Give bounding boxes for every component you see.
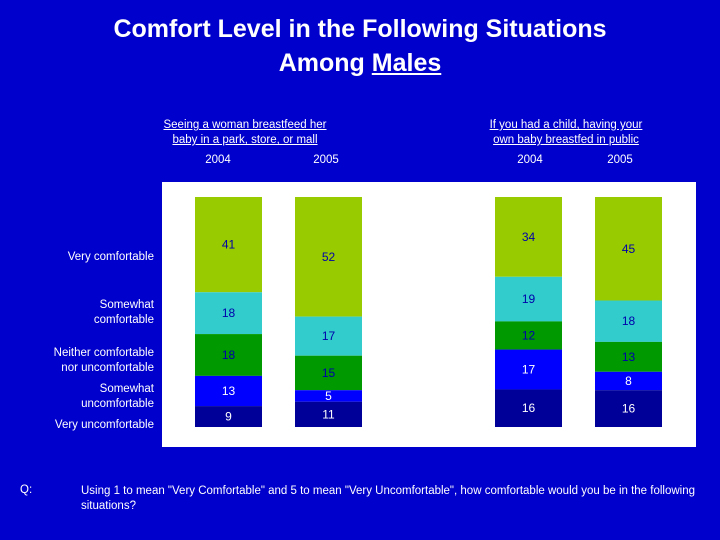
group-label-own-child: If you had a child, having your own baby… [466, 118, 666, 148]
bar-segment [595, 300, 662, 342]
legend-line: uncomfortable [81, 398, 154, 410]
stacked-bar-chart: 41 18 18 13 9 52 17 15 5 11 34 19 12 17 16 45 18 13 8 16 [195, 197, 662, 427]
legend-line: Very comfortable [67, 251, 154, 263]
legend-label-somewhat-comfortable: Somewhat comfortable [0, 298, 154, 328]
title-line-1: Comfort Level in the Following Situation… [113, 15, 607, 43]
bar-segment [595, 390, 662, 427]
bar-segment [595, 341, 662, 372]
data-label: 52 [322, 250, 336, 264]
data-label: 18 [622, 314, 636, 328]
group-label-public-places: Seeing a woman breastfeed her baby in a … [145, 118, 345, 148]
bar-segment [295, 390, 362, 402]
legend-label-very-comfortable: Very comfortable [0, 250, 154, 265]
data-label: 9 [225, 410, 232, 424]
chart-panel: 41 18 18 13 9 52 17 15 5 11 34 19 12 17 16 45 18 13 8 16 [162, 182, 696, 447]
legend-line: Somewhat [99, 299, 154, 311]
data-label: 18 [222, 306, 236, 320]
bar-segment [495, 349, 562, 390]
legend-line: Very uncomfortable [54, 419, 154, 431]
group-label-line-2: own baby breastfed in public [493, 134, 639, 146]
bar-segment [195, 406, 262, 427]
bar-segment [295, 197, 362, 317]
year-label: 2005 [313, 154, 339, 166]
bar-segment [295, 355, 362, 391]
title-line-2: Among Males [0, 46, 720, 80]
bar-segment [595, 371, 662, 391]
question-label: Q: [20, 484, 33, 496]
bar-segment [295, 401, 362, 427]
group-label-line-1: Seeing a woman breastfeed her [163, 119, 327, 131]
legend-line: nor uncomfortable [61, 362, 154, 374]
data-label: 17 [522, 363, 536, 377]
data-label: 5 [325, 389, 332, 403]
bar-segment [195, 197, 262, 293]
data-label: 13 [222, 384, 236, 398]
data-label: 16 [522, 401, 536, 415]
legend-line: Neither comfortable [53, 347, 154, 359]
data-label: 15 [322, 366, 336, 380]
bar-segment [595, 197, 662, 301]
data-label: 8 [625, 374, 632, 388]
bar-segment [295, 316, 362, 356]
bar-segment [495, 197, 562, 277]
data-label: 11 [322, 407, 335, 421]
question-text: Using 1 to mean "Very Comfortable" and 5… [81, 485, 696, 512]
bar-segment [195, 375, 262, 407]
legend-label-somewhat-uncomfortable: Somewhat uncomfortable [0, 382, 154, 412]
data-label: 12 [522, 328, 536, 342]
bar-segment [495, 389, 562, 427]
data-label: 19 [522, 292, 536, 306]
data-label: 45 [622, 242, 636, 256]
data-label: 18 [222, 348, 236, 362]
page-title: Comfort Level in the Following Situation… [0, 12, 720, 80]
bar-segment [495, 276, 562, 322]
legend-line: Somewhat [99, 383, 154, 395]
title-underlined: Males [371, 49, 442, 77]
data-label: 34 [522, 230, 536, 244]
group-label-line-2: baby in a park, store, or mall [172, 134, 318, 146]
legend-label-very-uncomfortable: Very uncomfortable [0, 418, 154, 433]
title-prefix: Among [278, 49, 372, 77]
data-label: 17 [322, 329, 336, 343]
bar-segment [195, 334, 262, 376]
bar-segment [195, 292, 262, 335]
data-label: 16 [622, 402, 636, 416]
group-label-line-1: If you had a child, having your [489, 119, 643, 131]
data-label: 41 [222, 238, 236, 252]
legend-line: comfortable [93, 314, 154, 326]
year-label: 2004 [205, 154, 231, 166]
bar-segment [495, 321, 562, 350]
year-label: 2004 [517, 154, 543, 166]
legend-label-neither: Neither comfortable nor uncomfortable [0, 346, 154, 376]
data-label: 13 [622, 350, 636, 364]
year-label: 2005 [607, 154, 633, 166]
